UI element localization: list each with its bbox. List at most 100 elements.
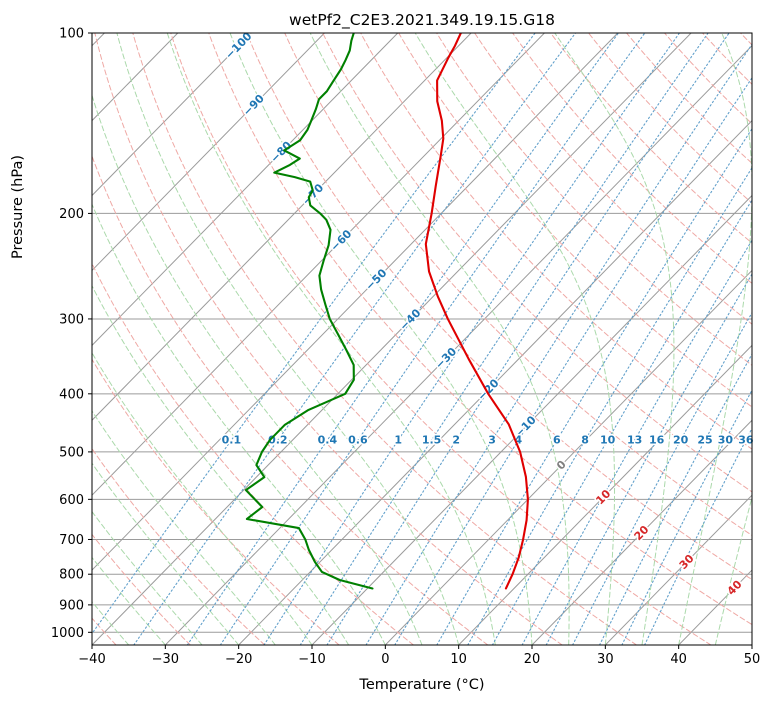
x-tick-label: −20 [225,652,252,667]
moist-adiabat [414,33,616,645]
mixing-ratio-label: 30 [718,434,734,447]
dry-adiabat [170,33,712,645]
isotherm-line [92,33,619,571]
isotherm-line [92,33,692,645]
mixing-ratio-label: 6 [553,434,561,447]
x-tick-label: 10 [450,652,467,667]
axes-and-ticks: 100 200 300 400 500 600 700 800 900 1000 −40 −30 −20… [51,27,760,668]
y-tick-label: 600 [59,493,84,508]
dry-adiabat [94,33,563,645]
mixing-ratio-line [92,33,536,635]
x-tick-label: 30 [597,652,614,667]
moist-adiabat [678,33,752,645]
mixing-ratio-label: 1.5 [422,434,442,447]
y-tick-label: 400 [59,387,84,402]
moist-adiabat [92,203,386,645]
mixing-ratio-line [365,43,752,645]
dry-adiabat [132,33,638,645]
mixing-ratio-line [263,33,680,645]
moist-adiabat [116,33,460,645]
mixing-ratio-label: 4 [515,434,523,447]
moist-adiabat [166,33,496,645]
mixing-ratio-label: 8 [581,434,589,447]
mixing-ratio-label: 1 [394,434,402,447]
mixing-ratio-lines [92,33,752,645]
y-tick-label: 500 [59,445,84,460]
dry-adiabat [626,33,752,164]
x-tick-label: −30 [152,652,179,667]
mixing-ratio-label: 25 [697,434,712,447]
dewpoint-curve [244,33,374,590]
mixing-ratio-line [394,76,752,645]
mixing-ratio-line [467,166,752,645]
mixing-ratio-label: 2 [452,434,460,447]
y-tick-label: 1000 [51,626,84,641]
moist-adiabat-lines [92,33,752,645]
dry-adiabat [360,33,752,450]
dry-adiabat [436,33,752,366]
y-tick-label: 900 [59,598,84,613]
mixing-ratio-label: 13 [627,434,642,447]
dry-adiabat [322,33,752,493]
moist-adiabat [554,33,675,645]
mixing-ratio-line [521,239,752,645]
isotherm-line [92,33,472,421]
temperature-curve [424,33,529,590]
mixing-ratio-line [326,33,730,645]
isotherm-line [604,494,752,645]
mixing-ratio-line [186,33,620,645]
isotherm-line [92,33,325,272]
mixing-ratio-label: 0.4 [318,434,338,447]
dry-adiabat [512,33,752,285]
moist-adiabat [92,410,276,645]
isotherm-line [92,33,545,496]
x-tick-label: 40 [670,652,687,667]
moist-adiabat [229,33,533,645]
y-tick-label: 800 [59,568,84,583]
mixing-ratio-label: 3 [488,434,496,447]
isotherm-line [164,44,752,645]
mixing-ratio-line [572,311,752,645]
temperature-profile-line [424,33,529,590]
mixing-ratio-line [219,33,646,645]
isotherm-line [384,269,752,645]
y-axis-label: Pressure (hPa) [10,155,26,259]
chart-title: wetPf2_C2E3.2021.349.19.15.G18 [289,11,555,30]
mixing-ratio-label: 0.6 [348,434,368,447]
mixing-ratio-label: 10 [600,434,616,447]
mixing-ratio-label: 0.1 [222,434,242,447]
mixing-ratio-line [133,33,577,645]
y-tick-label: 100 [59,27,84,42]
dry-adiabat [92,533,191,645]
y-tick-label: 300 [59,312,84,327]
x-tick-label: 50 [744,652,761,667]
y-tick-label: 200 [59,207,84,222]
moist-adiabat [92,93,423,645]
mixing-ratio-label: 16 [649,434,665,447]
moist-adiabat [92,510,203,645]
mixing-ratio-line [491,198,752,645]
y-tick-label: 700 [59,533,84,548]
x-tick-label: −10 [298,652,325,667]
dewpoint-profile-line [244,33,374,590]
dry-adiabat [398,33,752,408]
plot-border [91,32,753,646]
dry-adiabat [92,262,414,645]
x-tick-label: 20 [524,652,541,667]
isotherm-line [238,119,752,645]
moist-adiabat [714,495,752,645]
isotherm-line [458,344,752,645]
dry-adiabat [284,33,752,536]
x-tick-label: −40 [78,652,105,667]
isotherm-line [92,33,252,197]
mixing-ratio-label: 36 [738,434,754,447]
mixing-ratio-labels: 0.1 0.2 0.4 0.6 1 1.5 2 3 4 6 8 10 13 16 20 25 30 36 [220,432,755,448]
x-axis-label: Temperature (°C) [358,677,484,693]
moist-adiabat [92,462,240,645]
isotherm-line [92,33,399,347]
moist-adiabat [92,351,313,645]
moist-adiabat [309,33,570,645]
mixing-ratio-line [299,33,709,645]
